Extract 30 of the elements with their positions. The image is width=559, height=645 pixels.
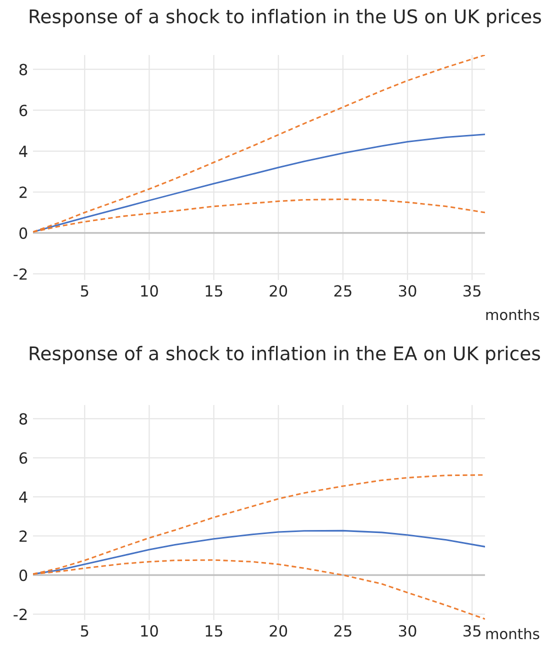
x-tick-label: 30 xyxy=(398,625,416,637)
y-tick-label: 0 xyxy=(19,570,28,582)
chart-title: Response of a shock to inflation in the EA on UK prices xyxy=(30,346,540,364)
y-tick-label: 0 xyxy=(19,227,28,239)
y-tick-label: 4 xyxy=(19,146,28,157)
x-tick-label: 5 xyxy=(80,285,88,297)
x-tick-label: 5 xyxy=(80,625,88,637)
y-tick-label: 6 xyxy=(19,104,28,116)
x-tick-label: 35 xyxy=(464,625,480,637)
x-tick-label: 25 xyxy=(334,285,352,297)
x-tick-label: 20 xyxy=(270,285,288,297)
x-tick-label: 35 xyxy=(464,285,480,297)
x-tick-label: 10 xyxy=(141,625,158,637)
y-tick-label: 8 xyxy=(19,413,28,425)
x-tick-label: 10 xyxy=(141,285,158,297)
x-tick-label: 20 xyxy=(270,625,288,637)
x-axis-title: months xyxy=(486,308,540,320)
x-tick-label: 25 xyxy=(334,625,352,637)
x-axis-title: months xyxy=(486,628,540,640)
chart-title: Response of a shock to inflation in the US on UK prices xyxy=(30,8,541,28)
y-tick-label: 2 xyxy=(20,530,27,542)
y-tick-label: 8 xyxy=(19,64,28,76)
y-tick-label: 4 xyxy=(19,492,28,503)
x-tick-label: 15 xyxy=(206,625,222,637)
x-tick-label: 15 xyxy=(206,285,222,297)
y-tick-label: -2 xyxy=(14,608,27,620)
x-tick-label: 30 xyxy=(398,285,416,297)
y-tick-label: 6 xyxy=(19,452,28,464)
y-tick-label: 2 xyxy=(20,186,27,198)
y-tick-label: -2 xyxy=(14,268,27,280)
